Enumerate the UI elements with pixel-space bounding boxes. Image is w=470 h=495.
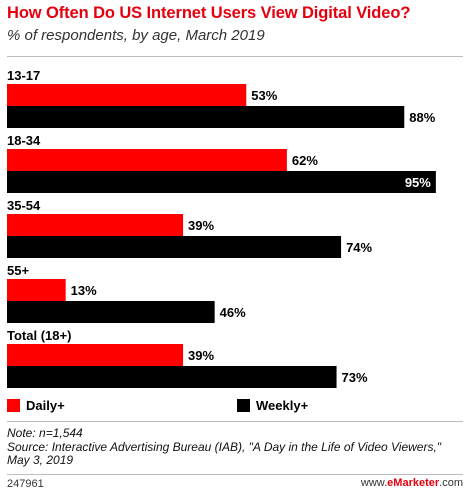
bar-35-54-weekly — [7, 236, 342, 258]
bar-35-54-daily — [7, 214, 184, 236]
chart-subtitle: % of respondents, by age, March 2019 — [7, 27, 265, 44]
legend-swatch-daily — [7, 399, 20, 412]
chart-title: How Often Do US Internet Users View Digi… — [7, 4, 411, 22]
category-label-total-18: Total (18+) — [7, 328, 71, 343]
bar-total-18-daily — [7, 344, 184, 366]
top-divider — [7, 56, 463, 57]
bar-18-34-daily — [7, 149, 287, 171]
brand-prefix: www. — [360, 477, 388, 489]
notes-block: Note: n=1,544 Source: Interactive Advert… — [7, 426, 463, 468]
category-label-35-54: 35-54 — [7, 198, 41, 213]
legend-item-daily: Daily+ — [7, 398, 65, 413]
data-label-18-34-weekly: 95% — [405, 175, 431, 190]
bar-chart: 13-17 53% 88% 18-34 62% 95% 35-54 39% 74% 55+ 13% 4… — [7, 68, 436, 388]
data-label-total-18-weekly: 73% — [342, 370, 368, 385]
data-label-total-18-daily: 39% — [188, 348, 214, 363]
data-label-13-17-daily: 53% — [251, 88, 277, 103]
bar-13-17-daily — [7, 84, 247, 106]
bar-18-34-weekly — [7, 171, 436, 193]
data-label-55-weekly: 46% — [220, 305, 246, 320]
legend-label-daily: Daily+ — [26, 398, 65, 413]
legend-swatch-weekly — [237, 399, 250, 412]
bar-total-18-weekly — [7, 366, 337, 388]
data-label-55-daily: 13% — [71, 283, 97, 298]
bar-13-17-weekly — [7, 106, 405, 128]
bottom-divider — [7, 421, 463, 422]
brand-suffix: .com — [439, 477, 463, 489]
category-label-13-17: 13-17 — [7, 68, 40, 83]
source-text: Source: Interactive Advertising Bureau (… — [7, 439, 442, 467]
legend-label-weekly: Weekly+ — [256, 398, 309, 413]
footer-divider — [7, 474, 463, 475]
data-label-13-17-weekly: 88% — [409, 110, 435, 125]
brand-link[interactable]: www.eMarketer.com — [361, 477, 463, 489]
note-text: Note: n=1,544 — [7, 426, 83, 440]
brand-name: eMarketer — [387, 477, 440, 489]
legend-item-weekly: Weekly+ — [237, 398, 308, 413]
category-label-18-34: 18-34 — [7, 133, 41, 148]
bar-55-weekly — [7, 301, 215, 323]
data-label-35-54-weekly: 74% — [346, 240, 372, 255]
category-label-55: 55+ — [7, 263, 29, 278]
data-label-35-54-daily: 39% — [188, 218, 214, 233]
data-label-18-34-daily: 62% — [292, 153, 318, 168]
bar-55-daily — [7, 279, 66, 301]
chart-id: 247961 — [7, 478, 44, 490]
